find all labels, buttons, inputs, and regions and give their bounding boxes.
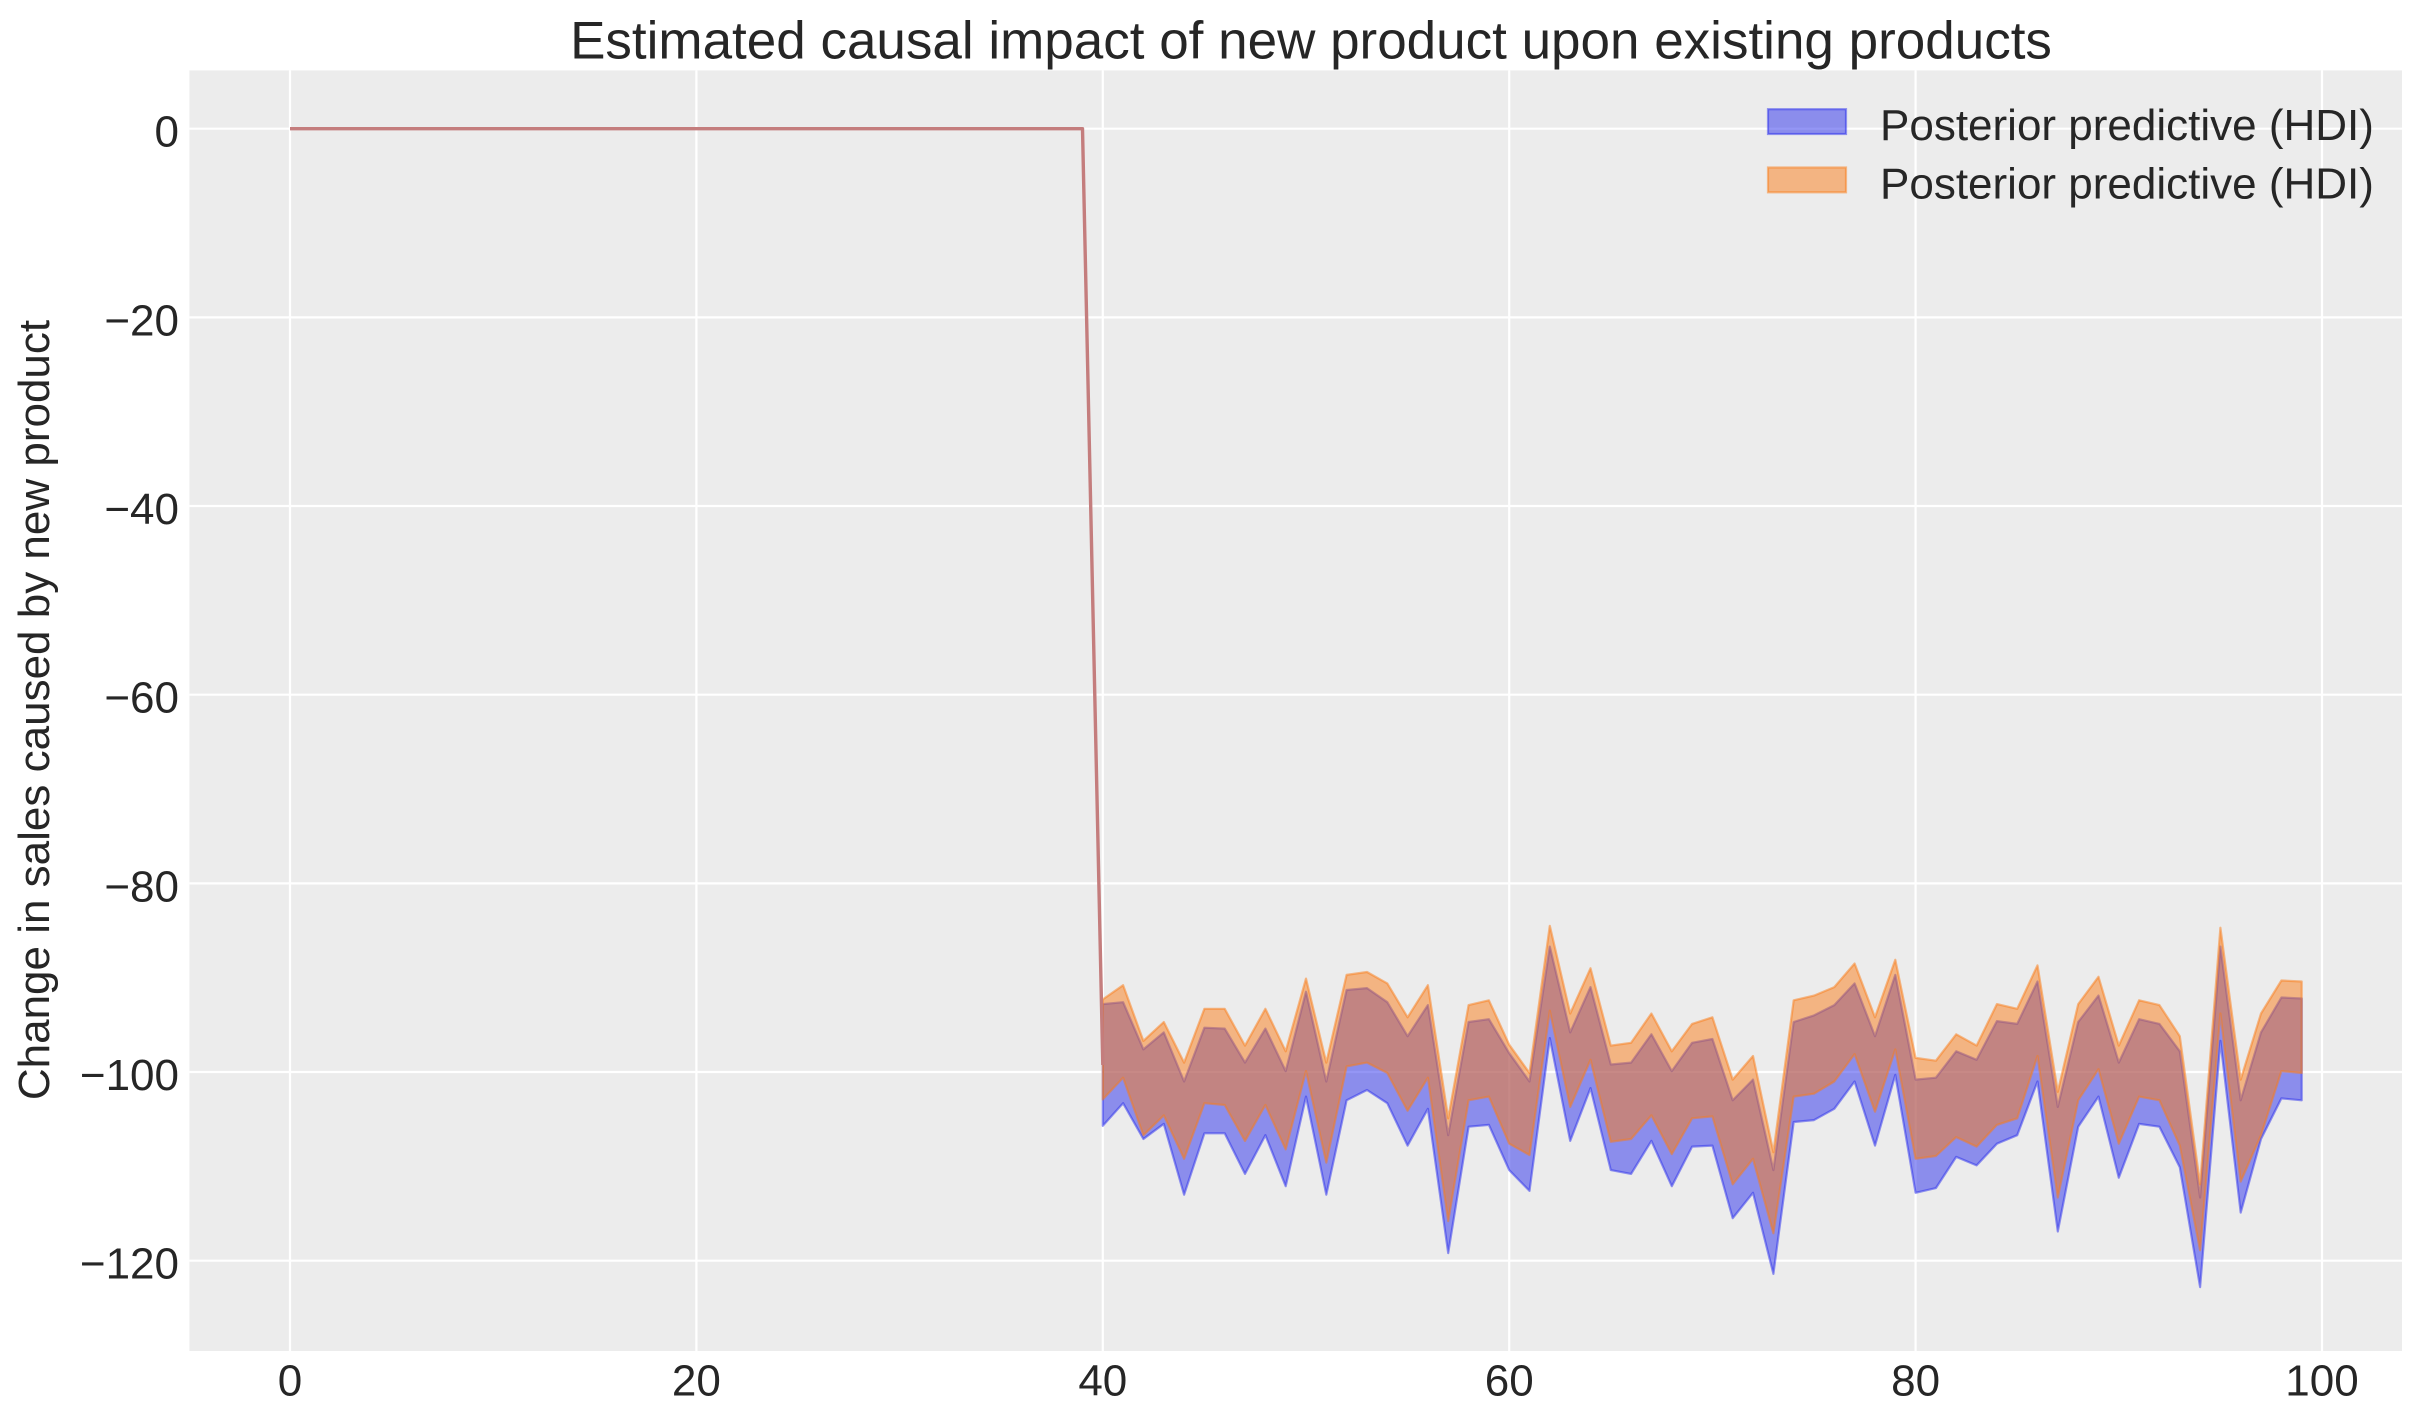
svg-text:−20: −20 (104, 296, 179, 345)
svg-text:−100: −100 (80, 1051, 179, 1100)
svg-text:20: 20 (672, 1357, 721, 1406)
svg-text:−80: −80 (104, 862, 179, 911)
svg-text:0: 0 (155, 108, 179, 157)
svg-text:Change in sales caused by new: Change in sales caused by new product (10, 320, 59, 1100)
svg-text:40: 40 (1078, 1357, 1127, 1406)
svg-text:Posterior predictive (HDI): Posterior predictive (HDI) (1880, 101, 2374, 150)
svg-text:−120: −120 (80, 1240, 179, 1289)
svg-text:100: 100 (2285, 1357, 2358, 1406)
svg-text:80: 80 (1891, 1357, 1940, 1406)
svg-text:60: 60 (1485, 1357, 1534, 1406)
svg-text:Posterior predictive (HDI): Posterior predictive (HDI) (1880, 160, 2374, 209)
svg-text:−60: −60 (104, 674, 179, 723)
svg-text:Estimated causal impact of new: Estimated causal impact of new product u… (570, 12, 2052, 71)
svg-text:0: 0 (278, 1357, 302, 1406)
svg-text:−40: −40 (104, 485, 179, 534)
